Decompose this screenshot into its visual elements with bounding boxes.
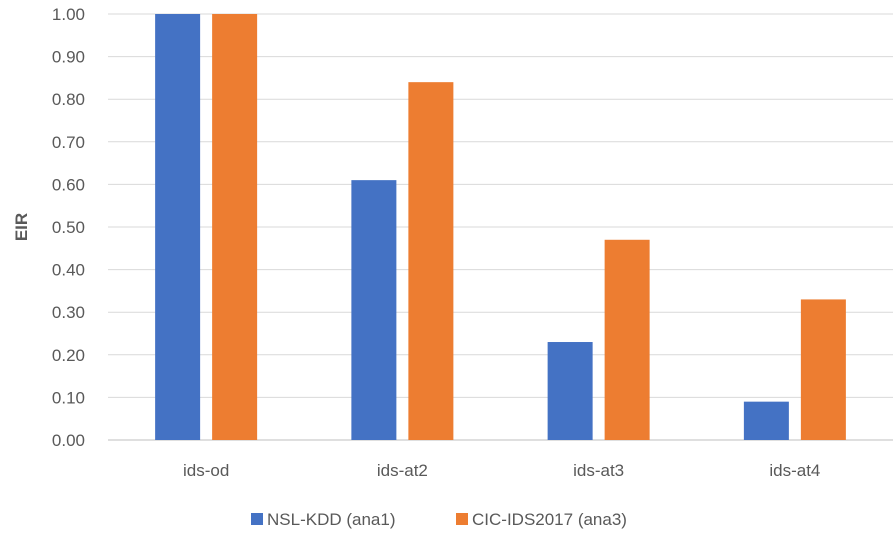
y-tick-label: 0.30 bbox=[52, 303, 85, 322]
legend-label-cic-ids2017: CIC-IDS2017 (ana3) bbox=[472, 510, 627, 529]
y-axis-title: EIR bbox=[12, 213, 31, 241]
legend-swatch-cic-ids2017 bbox=[456, 513, 468, 525]
x-tick-label: ids-at2 bbox=[377, 461, 428, 480]
bar-ids-od-nsl-kdd bbox=[155, 14, 200, 440]
x-tick-label: ids-at4 bbox=[769, 461, 820, 480]
y-tick-label: 0.40 bbox=[52, 261, 85, 280]
legend-swatch-nsl-kdd bbox=[251, 513, 263, 525]
y-tick-label: 0.50 bbox=[52, 218, 85, 237]
y-tick-label: 0.70 bbox=[52, 133, 85, 152]
y-tick-label: 0.00 bbox=[52, 431, 85, 450]
y-tick-label: 1.00 bbox=[52, 5, 85, 24]
bar-ids-at2-cic-ids2017 bbox=[408, 82, 453, 440]
y-axis-tick-labels: 0.00 0.10 0.20 0.30 0.40 0.50 0.60 0.70 0.80 0.90… bbox=[52, 5, 85, 450]
y-tick-label: 0.20 bbox=[52, 346, 85, 365]
bar-ids-at3-nsl-kdd bbox=[548, 342, 593, 440]
bar-ids-od-cic-ids2017 bbox=[212, 14, 257, 440]
bar-ids-at4-nsl-kdd bbox=[744, 402, 789, 440]
x-tick-label: ids-at3 bbox=[573, 461, 624, 480]
y-tick-label: 0.60 bbox=[52, 175, 85, 194]
y-tick-label: 0.10 bbox=[52, 388, 85, 407]
legend-label-nsl-kdd: NSL-KDD (ana1) bbox=[267, 510, 396, 529]
x-tick-label: ids-od bbox=[183, 461, 229, 480]
y-tick-label: 0.80 bbox=[52, 90, 85, 109]
legend: NSL-KDD (ana1) CIC-IDS2017 (ana3) bbox=[251, 510, 627, 529]
bar-ids-at4-cic-ids2017 bbox=[801, 299, 846, 440]
y-tick-label: 0.90 bbox=[52, 48, 85, 67]
bar-ids-at3-cic-ids2017 bbox=[605, 240, 650, 440]
bar-ids-at2-nsl-kdd bbox=[351, 180, 396, 440]
x-axis-tick-labels: ids-od ids-at2 ids-at3 ids-at4 bbox=[183, 461, 820, 480]
